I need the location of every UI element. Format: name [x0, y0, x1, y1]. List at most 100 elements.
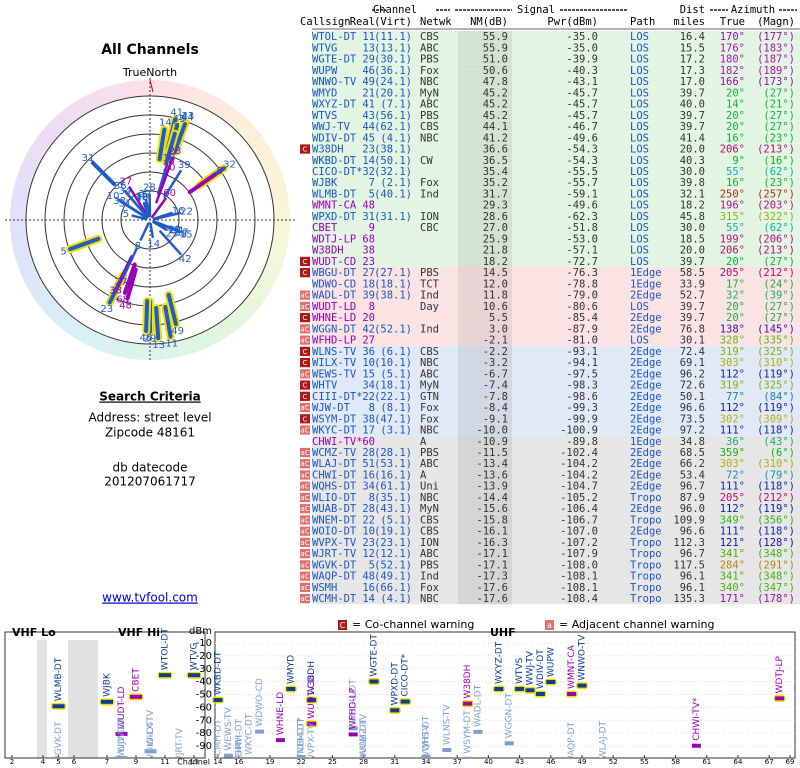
cell: Ind [420, 188, 439, 200]
cell: 319° [720, 380, 745, 392]
nm-shade [458, 244, 512, 256]
cell: ION [420, 537, 439, 549]
warning-mark: aC [300, 427, 309, 435]
cell: 112.3 [673, 537, 705, 549]
nm-shade [458, 154, 512, 166]
station-mark [223, 753, 233, 758]
y-tick-label: -10 [196, 638, 212, 649]
legend-text: = Co-channel warning [352, 618, 474, 631]
cell: 38 [362, 413, 375, 425]
polar-ray [187, 172, 217, 195]
x-axis-label: Channel [177, 758, 210, 767]
cell: A [420, 436, 427, 448]
cell: (310°) [757, 357, 795, 369]
station-mark [598, 762, 607, 766]
polar-ray [159, 230, 182, 256]
cell: 13 [362, 42, 375, 54]
cell: -100.9 [560, 425, 598, 437]
warning-box [300, 549, 310, 559]
x-tick-label: 52 [609, 758, 618, 766]
cell: 73.5 [680, 413, 705, 425]
polar-label: 43 [181, 111, 194, 122]
cell: -17.3 [476, 571, 508, 583]
polar-ray [122, 247, 139, 277]
cell: -55.7 [566, 177, 598, 189]
row-background [312, 31, 800, 43]
group-header: Signal [517, 4, 555, 16]
cell: 36° [726, 436, 745, 448]
nm-shade [458, 401, 512, 414]
cell: 2Edge [630, 526, 662, 538]
polar-ray [149, 222, 154, 239]
polar-label: 5 [123, 209, 129, 220]
cell: 96.7 [680, 548, 705, 560]
cell: 45.2 [483, 99, 508, 111]
station-label: WEWS-TV [224, 707, 234, 751]
station-label: WNWO-TV [578, 634, 588, 681]
cell: (62°) [763, 222, 795, 234]
polar-label: 9 [217, 166, 223, 177]
cell: WSMH [312, 582, 337, 594]
cell: (6°) [770, 447, 795, 459]
cell: 50.1 [680, 391, 705, 403]
nm-shade [458, 222, 512, 234]
polar-label: 42 [179, 254, 192, 265]
row-background [312, 424, 800, 436]
x-tick-label: 16 [234, 758, 243, 766]
station-mark [369, 679, 379, 684]
cell: WGVK-DT [312, 559, 357, 571]
warning-box [300, 594, 310, 604]
cell: WTOL-DT [312, 31, 357, 43]
polar-label: 23 [169, 146, 182, 157]
cell: 96.1 [680, 571, 705, 583]
warning-box [300, 391, 310, 401]
polar-ray [142, 202, 150, 218]
cell: (18.1) [374, 380, 412, 392]
station-label: WWJ-TV [526, 650, 536, 685]
cell: 138° [720, 323, 745, 335]
cell: 12.0 [483, 278, 508, 290]
cell: (119°) [757, 503, 795, 515]
cell: (43.1) [374, 503, 412, 515]
cell: 27 [362, 267, 375, 279]
station-label: WDTJ-LP [775, 655, 785, 693]
cell: W38DH [312, 144, 344, 156]
polar-label: 34 [171, 225, 184, 236]
row-background [312, 177, 800, 189]
cell: -104.7 [560, 481, 598, 493]
cell: (21°) [763, 99, 795, 111]
column-header: Path [630, 16, 655, 28]
cell: -13.6 [476, 469, 508, 481]
cell: WADL-DT [312, 290, 357, 302]
x-tick-label: 43 [515, 758, 524, 766]
polar-ray [156, 163, 169, 195]
cell: 2Edge [630, 503, 662, 515]
station-mark [494, 686, 504, 691]
cell: WLAJ-DT [312, 458, 357, 470]
cell: (7.1) [380, 99, 412, 111]
station-label: WLMB-DT [54, 657, 64, 701]
polar-ray [128, 195, 149, 219]
x-tick-label: 61 [702, 758, 711, 766]
cell: NBC [420, 76, 439, 88]
row-background [312, 188, 800, 200]
link[interactable]: www.tvfool.com [102, 591, 198, 605]
cell: WQHS-DT [312, 481, 357, 493]
nm-shade [458, 64, 512, 76]
cell: CBS [420, 121, 439, 133]
cell: 5 [369, 559, 375, 571]
polar-ray [163, 305, 173, 339]
cell: LOS [630, 188, 649, 200]
station-label: WQHS-DT [422, 715, 432, 760]
warning-box [300, 481, 310, 491]
cell: 22 [362, 514, 375, 526]
cell: -2.1 [483, 335, 508, 347]
cell: (38.1) [374, 144, 412, 156]
group-header: Channel [373, 4, 417, 16]
station-label: WLAJ-DT [598, 720, 608, 759]
row-background [312, 244, 800, 256]
cell: NBC [420, 132, 439, 144]
warning-mark: C [303, 258, 308, 266]
cell: -51.8 [566, 222, 598, 234]
cell: (53.1) [374, 458, 412, 470]
